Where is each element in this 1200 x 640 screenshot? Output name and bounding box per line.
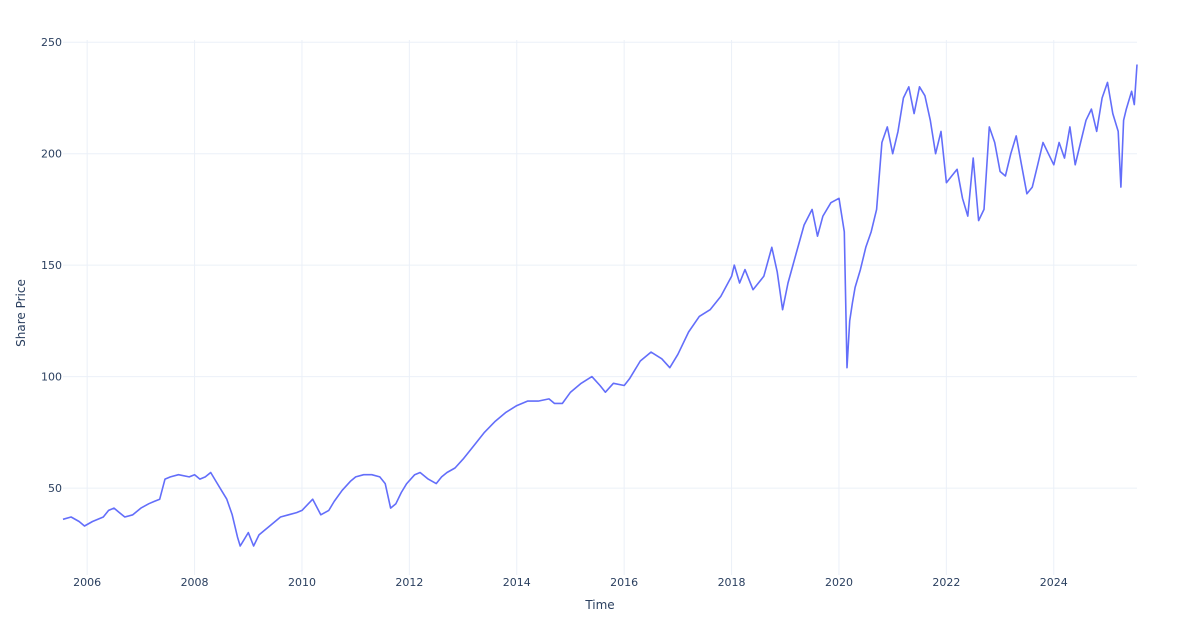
y-gridlines	[63, 41, 1137, 489]
y-tick-label: 100	[41, 371, 62, 384]
x-tick-labels: 2006 2008 2010 2012 2014 2016 2018 2020 2022 2024	[73, 576, 1068, 589]
x-tick-label: 2006	[73, 576, 101, 589]
y-tick-label: 200	[41, 148, 62, 161]
x-tick-label: 2014	[503, 576, 531, 589]
y-axis-title: Share Price	[14, 279, 28, 347]
x-tick-label: 2018	[718, 576, 746, 589]
y-tick-label: 150	[41, 259, 62, 272]
x-tick-label: 2024	[1040, 576, 1068, 589]
y-tick-label: 250	[41, 36, 62, 49]
x-gridlines	[86, 40, 1055, 575]
x-tick-label: 2022	[932, 576, 960, 589]
share-price-line	[62, 64, 1138, 547]
x-tick-label: 2012	[395, 576, 423, 589]
y-tick-label: 50	[48, 482, 62, 495]
x-tick-label: 2016	[610, 576, 638, 589]
y-tick-labels: 50 100 150 200 250	[41, 36, 62, 495]
x-tick-label: 2010	[288, 576, 316, 589]
x-axis-title: Time	[584, 598, 614, 612]
x-tick-label: 2020	[825, 576, 853, 589]
x-tick-label: 2008	[181, 576, 209, 589]
